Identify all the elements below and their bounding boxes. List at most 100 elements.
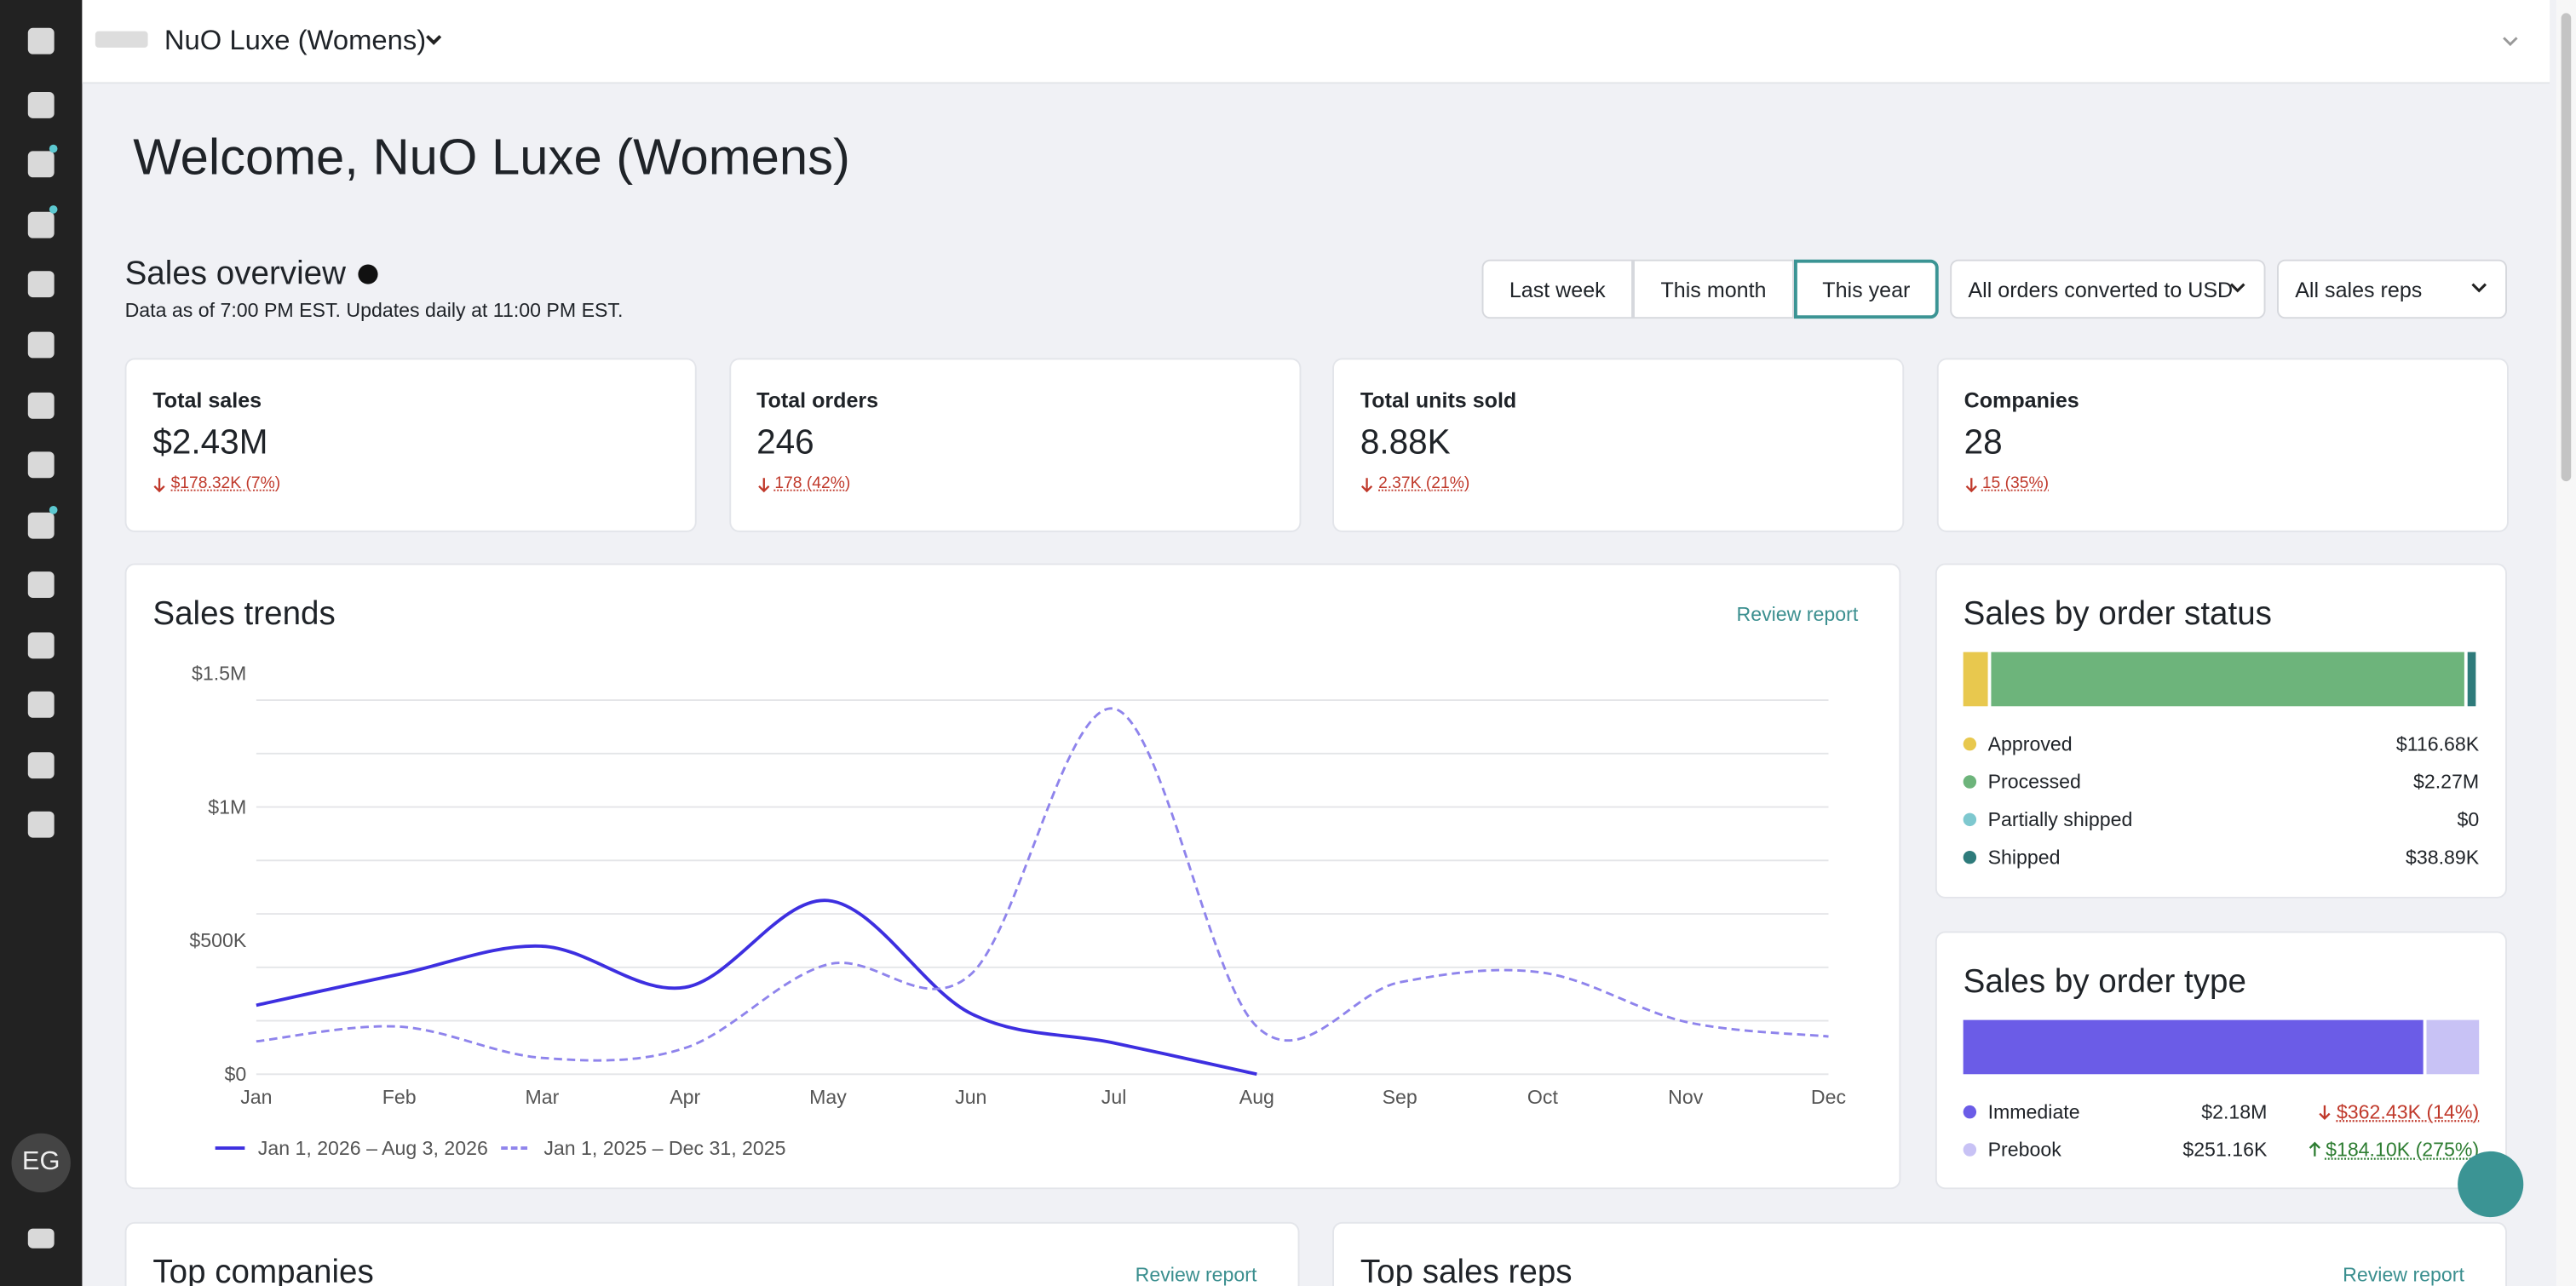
nav-icon[interactable]: [27, 632, 55, 659]
top-reps-card: Top sales reps Review report: [1332, 1221, 2507, 1286]
nav-icon[interactable]: [27, 151, 55, 178]
legend-value: $116.68K: [2395, 732, 2480, 756]
logo: [95, 31, 148, 48]
kpi-value: 8.88K: [1360, 423, 1451, 462]
change-wrap: $184.10K (275%): [2308, 1138, 2479, 1161]
store-name[interactable]: NuO Luxe (Womens): [164, 24, 427, 56]
nav-icon[interactable]: [27, 512, 55, 539]
period-button[interactable]: Last week: [1481, 259, 1633, 319]
bar-segment: [2426, 1019, 2480, 1075]
legend-label: Jan 1, 2025 – Dec 31, 2025: [543, 1137, 785, 1159]
info-icon[interactable]: [358, 264, 378, 284]
chevron[interactable]: [424, 33, 444, 49]
kpi-change: $178.32K (7%): [170, 474, 281, 493]
legend-row: Shipped $38.89K: [1963, 844, 2480, 870]
chevron[interactable]: [2500, 34, 2520, 50]
arrow-icon: [2319, 1105, 2332, 1120]
kpi-change: 15 (35%): [1981, 474, 2050, 493]
home-icon[interactable]: [27, 27, 55, 55]
kpi-change: 178 (42%): [774, 474, 851, 493]
arrow-icon: [757, 477, 769, 492]
series-line: [256, 707, 1829, 1062]
x-tick-label: Feb: [382, 1086, 417, 1108]
order-type-card: Sales by order type Immediate $2.18M $362.…: [1935, 931, 2507, 1190]
nav-icon[interactable]: [27, 392, 55, 419]
nav-icon[interactable]: [27, 571, 55, 598]
kpi-change: 2.37K (21%): [1378, 474, 1470, 493]
nav-icon[interactable]: [27, 211, 55, 238]
bar-segment: [1963, 1019, 2424, 1075]
nav-icon[interactable]: [27, 271, 55, 298]
kpi-change-row: $178.32K (7%): [152, 474, 281, 493]
x-tick-label: Jan: [240, 1086, 272, 1108]
legend-name: Partially shipped: [1987, 807, 2133, 831]
top-companies-card: Top companies Review report: [124, 1221, 1300, 1286]
top-bar: NuO Luxe (Womens): [82, 0, 2550, 84]
nav-icon[interactable]: [27, 811, 55, 838]
kpi-card: Companies 28 15 (35%): [1935, 358, 2508, 532]
arrow-icon: [1964, 477, 1976, 492]
chat-button[interactable]: [2458, 1151, 2524, 1218]
bar-segment: [1991, 652, 2464, 707]
nav-icon[interactable]: [27, 691, 55, 718]
kpi-change-row: 15 (35%): [1964, 474, 2050, 493]
period-button[interactable]: This year: [1793, 259, 1939, 319]
scrollbar[interactable]: [2556, 0, 2576, 1286]
stacked-bar: [1963, 652, 2480, 707]
legend-swatch: [1963, 850, 1977, 864]
kpi-value: $2.43M: [152, 423, 268, 462]
x-tick-label: Mar: [526, 1086, 560, 1108]
review-link[interactable]: Review report: [2343, 1263, 2464, 1286]
bar-segment: [1963, 652, 1988, 707]
nav-icon[interactable]: [27, 331, 55, 359]
kpi-card: Total units sold 8.88K 2.37K (21%): [1332, 358, 1905, 532]
legend-name: Processed: [1987, 770, 2081, 794]
arrow-icon: [153, 477, 165, 492]
legend-value: $38.89K: [2405, 846, 2480, 870]
section-title: Sales overview: [124, 255, 346, 293]
legend-name: Approved: [1987, 732, 2073, 756]
kpi-label: Total units sold: [1360, 388, 1517, 413]
note: Data as of 7:00 PM EST. Updates daily at…: [124, 298, 624, 322]
x-tick-label: Aug: [1239, 1086, 1274, 1108]
legend-value: $0: [2457, 807, 2480, 831]
legend-swatch: [1963, 812, 1977, 827]
nav-icon[interactable]: [27, 752, 55, 779]
legend-row: Immediate $2.18M $362.43K (14%): [1963, 1099, 2480, 1125]
sidebar: EG: [0, 0, 83, 1286]
review-link[interactable]: Review report: [1736, 602, 1859, 626]
mail-icon[interactable]: [27, 1228, 55, 1249]
order-status-card: Sales by order status Approved $116.68K Pr…: [1935, 563, 2507, 898]
avatar[interactable]: EG: [11, 1133, 71, 1193]
series-line: [256, 898, 1257, 1076]
nav-icon[interactable]: [27, 451, 55, 479]
legend-swatch: [1963, 1143, 1977, 1157]
filter-label: All sales reps: [2295, 276, 2423, 301]
legend-swatch: [1963, 737, 1977, 751]
review-link[interactable]: Review report: [1135, 1263, 1257, 1286]
y-tick-label: $0: [225, 1063, 247, 1085]
kpi-value: 28: [1964, 423, 2003, 462]
period-button[interactable]: This month: [1632, 259, 1794, 319]
currency-filter[interactable]: All orders converted to USD: [1950, 259, 2266, 319]
kpi-card: Total orders 246 178 (42%): [728, 358, 1301, 532]
x-tick-label: Sep: [1383, 1086, 1417, 1108]
nav-icon[interactable]: [27, 91, 55, 118]
legend-row: Processed $2.27M: [1963, 769, 2479, 795]
card-title: Top companies: [152, 1254, 374, 1286]
legend-swatch: [1963, 1105, 1977, 1119]
kpi-label: Companies: [1964, 388, 2079, 413]
bar-segment: [2467, 652, 2476, 707]
y-tick-label: $1M: [208, 795, 246, 818]
kpi-label: Total sales: [152, 388, 262, 413]
kpi-label: Total orders: [756, 388, 879, 413]
legend-row: Approved $116.68K: [1963, 731, 2480, 757]
y-tick-label: $1.5M: [192, 662, 246, 684]
kpi-change-row: 178 (42%): [756, 474, 851, 493]
x-tick-label: Jul: [1101, 1086, 1127, 1108]
x-tick-label: Oct: [1527, 1086, 1559, 1108]
change-value: $362.43K (14%): [2336, 1100, 2480, 1124]
legend-name: Prebook: [1987, 1138, 2061, 1162]
kpi-change-row: 2.37K (21%): [1360, 474, 1470, 493]
rep-filter[interactable]: All sales reps: [2276, 259, 2507, 319]
